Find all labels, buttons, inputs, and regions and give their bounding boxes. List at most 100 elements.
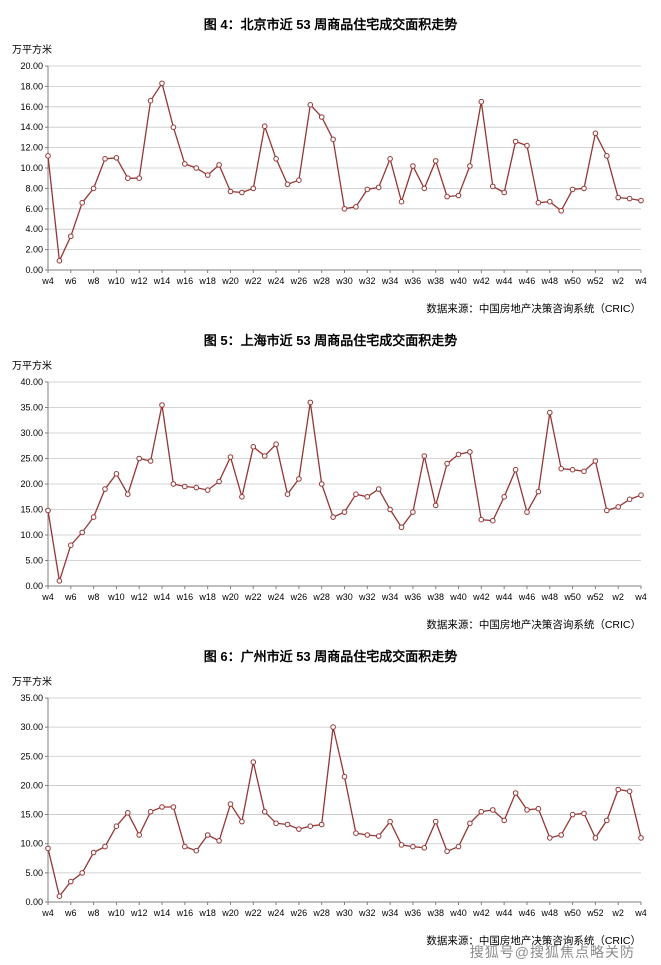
svg-text:w26: w26 bbox=[290, 276, 308, 286]
svg-text:w50: w50 bbox=[563, 276, 581, 286]
svg-text:5.00: 5.00 bbox=[25, 868, 43, 878]
beijing-line-chart: 0.00 2.00 4.00 6.00 8.00 10.00 12.00 14.00 16.00… bbox=[20, 61, 646, 286]
svg-text:w16: w16 bbox=[176, 592, 194, 602]
svg-text:w36: w36 bbox=[404, 592, 422, 602]
svg-text:15.00: 15.00 bbox=[20, 505, 43, 515]
svg-text:w44: w44 bbox=[495, 908, 513, 918]
svg-text:12.00: 12.00 bbox=[20, 143, 43, 153]
svg-text:w18: w18 bbox=[198, 276, 216, 286]
svg-text:w50: w50 bbox=[563, 908, 581, 918]
svg-text:w52: w52 bbox=[586, 908, 604, 918]
svg-text:w12: w12 bbox=[130, 276, 148, 286]
svg-text:w6: w6 bbox=[64, 276, 77, 286]
svg-text:w10: w10 bbox=[107, 276, 125, 286]
svg-text:35.00: 35.00 bbox=[20, 693, 43, 703]
svg-text:w24: w24 bbox=[267, 908, 285, 918]
svg-text:w20: w20 bbox=[221, 908, 239, 918]
svg-text:35.00: 35.00 bbox=[20, 403, 43, 413]
beijing-chart-block: 图 4：北京市近 53 周商品住宅成交面积走势 万平方米 0.00 2.00 4.0… bbox=[0, 0, 661, 316]
svg-text:w22: w22 bbox=[244, 276, 262, 286]
svg-text:2.00: 2.00 bbox=[25, 245, 43, 255]
svg-text:w16: w16 bbox=[176, 276, 194, 286]
svg-text:w40: w40 bbox=[449, 276, 467, 286]
svg-text:w34: w34 bbox=[381, 908, 399, 918]
svg-text:8.00: 8.00 bbox=[25, 183, 43, 193]
svg-text:w28: w28 bbox=[312, 276, 330, 286]
svg-text:w44: w44 bbox=[495, 592, 513, 602]
svg-text:w48: w48 bbox=[541, 592, 559, 602]
beijing-y-axis-unit-label: 万平方米 bbox=[12, 45, 52, 56]
svg-text:20.00: 20.00 bbox=[20, 780, 43, 790]
svg-text:w6: w6 bbox=[64, 908, 77, 918]
svg-text:w34: w34 bbox=[381, 276, 399, 286]
svg-text:w8: w8 bbox=[87, 908, 100, 918]
svg-text:w42: w42 bbox=[472, 592, 490, 602]
svg-text:25.00: 25.00 bbox=[20, 751, 43, 761]
svg-text:w36: w36 bbox=[404, 276, 422, 286]
svg-text:0.00: 0.00 bbox=[25, 581, 43, 591]
svg-text:w30: w30 bbox=[335, 908, 353, 918]
svg-text:w18: w18 bbox=[198, 908, 216, 918]
svg-text:w24: w24 bbox=[267, 592, 285, 602]
svg-text:w12: w12 bbox=[130, 592, 148, 602]
svg-text:w16: w16 bbox=[176, 908, 194, 918]
svg-text:w24: w24 bbox=[267, 276, 285, 286]
svg-text:5.00: 5.00 bbox=[25, 556, 43, 566]
svg-text:40.00: 40.00 bbox=[20, 377, 43, 387]
svg-text:w42: w42 bbox=[472, 276, 490, 286]
svg-text:w38: w38 bbox=[426, 908, 444, 918]
shanghai-data-source-note: 数据来源：中国房地产决策咨询系统（CRIC） bbox=[426, 619, 641, 631]
shanghai-line-chart: 0.00 5.00 10.00 15.00 20.00 25.00 30.00 35.00 40… bbox=[20, 377, 647, 602]
svg-text:w30: w30 bbox=[335, 276, 353, 286]
svg-text:w38: w38 bbox=[426, 276, 444, 286]
svg-text:w26: w26 bbox=[290, 592, 308, 602]
svg-text:w34: w34 bbox=[381, 592, 399, 602]
svg-text:w4: w4 bbox=[41, 908, 54, 918]
svg-text:0.00: 0.00 bbox=[25, 265, 43, 275]
svg-text:w20: w20 bbox=[221, 592, 239, 602]
svg-text:w2: w2 bbox=[611, 592, 624, 602]
svg-text:w32: w32 bbox=[358, 592, 376, 602]
shanghai-chart-block: 图 5：上海市近 53 周商品住宅成交面积走势 万平方米 0.00 5.00 10.… bbox=[0, 316, 661, 632]
svg-text:w14: w14 bbox=[153, 592, 171, 602]
svg-text:4.00: 4.00 bbox=[25, 224, 43, 234]
shanghai-chart-title: 图 5：上海市近 53 周商品住宅成交面积走势 bbox=[203, 333, 458, 348]
svg-text:w4: w4 bbox=[634, 908, 647, 918]
svg-text:30.00: 30.00 bbox=[20, 428, 43, 438]
guangzhou-y-axis-unit-label: 万平方米 bbox=[12, 677, 52, 688]
svg-text:w4: w4 bbox=[634, 592, 647, 602]
svg-text:w10: w10 bbox=[107, 592, 125, 602]
svg-text:w38: w38 bbox=[426, 592, 444, 602]
svg-text:w12: w12 bbox=[130, 908, 148, 918]
beijing-chart-title: 图 4：北京市近 53 周商品住宅成交面积走势 bbox=[203, 17, 458, 32]
svg-text:6.00: 6.00 bbox=[25, 204, 43, 214]
svg-text:w48: w48 bbox=[541, 908, 559, 918]
svg-text:14.00: 14.00 bbox=[20, 122, 43, 132]
svg-text:w14: w14 bbox=[153, 908, 171, 918]
svg-text:w26: w26 bbox=[290, 908, 308, 918]
svg-text:10.00: 10.00 bbox=[20, 530, 43, 540]
svg-text:10.00: 10.00 bbox=[20, 163, 43, 173]
svg-text:w4: w4 bbox=[41, 276, 54, 286]
svg-text:10.00: 10.00 bbox=[20, 839, 43, 849]
svg-text:w36: w36 bbox=[404, 908, 422, 918]
svg-text:w22: w22 bbox=[244, 908, 262, 918]
svg-text:w44: w44 bbox=[495, 276, 513, 286]
svg-text:w2: w2 bbox=[611, 276, 624, 286]
svg-text:w28: w28 bbox=[312, 592, 330, 602]
svg-text:w14: w14 bbox=[153, 276, 171, 286]
svg-text:w52: w52 bbox=[586, 592, 604, 602]
svg-text:w28: w28 bbox=[312, 908, 330, 918]
svg-text:w2: w2 bbox=[611, 908, 624, 918]
svg-text:w10: w10 bbox=[107, 908, 125, 918]
svg-text:20.00: 20.00 bbox=[20, 61, 43, 71]
svg-text:0.00: 0.00 bbox=[25, 897, 43, 907]
svg-text:w8: w8 bbox=[87, 276, 100, 286]
svg-text:w46: w46 bbox=[518, 908, 536, 918]
svg-text:w4: w4 bbox=[41, 592, 54, 602]
svg-text:w8: w8 bbox=[87, 592, 100, 602]
svg-text:w18: w18 bbox=[198, 592, 216, 602]
svg-text:w42: w42 bbox=[472, 908, 490, 918]
svg-text:w46: w46 bbox=[518, 592, 536, 602]
